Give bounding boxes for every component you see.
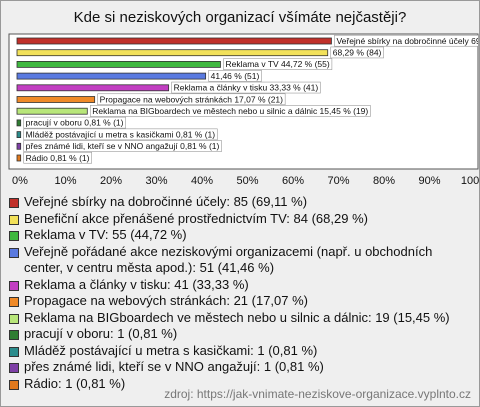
source: zdroj: https://jak-vnimate-neziskove-org…	[164, 387, 471, 401]
legend-swatch	[9, 247, 19, 258]
bar	[16, 37, 332, 45]
legend-item: Benefiční akce přenášené prostřednictvím…	[7, 211, 473, 228]
legend-item: Reklama a články v tisku: 41 (33,33 %)	[7, 277, 473, 294]
data-label: Mláděž postávající u metra s kasičkami 0…	[26, 129, 216, 139]
legend-swatch	[9, 297, 19, 307]
x-tick-label: 70%	[327, 175, 349, 187]
legend-label: Reklama na BIGboardech ve městech nebo u…	[24, 309, 450, 325]
legend-swatch	[9, 379, 19, 390]
bar	[16, 84, 170, 92]
data-label: Rádio 0,81 % (1)	[26, 153, 90, 163]
legend-item: Mláděž postávající u metra s kasičkami: …	[7, 343, 473, 360]
legend-label: Reklama a články v tisku: 41 (33,33 %)	[24, 276, 249, 292]
data-label-box	[330, 46, 384, 59]
legend-swatch	[9, 198, 19, 208]
data-label-box	[23, 151, 92, 164]
legend-label: Veřejně pořádané akce neziskovými organi…	[24, 243, 433, 276]
data-label: Reklama na BIGboardech ve městech nebo u…	[92, 106, 368, 116]
x-tick-label: 10%	[54, 175, 76, 187]
legend: Veřejné sbírky na dobročinné účely: 85 (…	[7, 194, 473, 392]
data-label-box	[223, 58, 333, 70]
x-tick-label: 50%	[236, 175, 258, 187]
legend-item: Veřejně pořádané akce neziskovými organi…	[7, 244, 473, 277]
data-label-box	[23, 128, 218, 141]
data-label-box	[97, 93, 286, 106]
legend-label: Mláděž postávající u metra s kasičkami: …	[24, 342, 318, 358]
legend-swatch	[9, 214, 19, 225]
legend-label: pracují v oboru: 1 (0,81 %)	[24, 326, 178, 341]
legend-label: Rádio: 1 (0,81 %)	[24, 375, 126, 391]
data-label: Veřejné sbírky na dobročinné účely 69,11…	[336, 36, 479, 46]
x-tick-label: 90%	[418, 175, 440, 187]
legend-item: Propagace na webových stránkách: 21 (17,…	[7, 293, 473, 310]
legend-swatch	[9, 280, 19, 291]
legend-item: Rádio: 1 (0,81 %)	[7, 376, 473, 393]
bar	[16, 131, 22, 139]
legend-label: přes známé lidi, kteří se v NNO angažují…	[24, 359, 324, 374]
data-label: Reklama a články v tisku 33,33 % (41)	[174, 83, 319, 93]
data-label-box	[171, 81, 321, 94]
bar	[16, 107, 88, 115]
bar	[16, 49, 329, 57]
legend-item: pracují v oboru: 1 (0,81 %)	[7, 326, 473, 343]
legend-label: Reklama v TV: 55 (44,72 %)	[24, 227, 187, 242]
bar	[16, 119, 22, 127]
data-label: pracují v oboru 0,81 % (1)	[26, 118, 124, 128]
data-label: 68,29 % (84)	[333, 47, 382, 57]
legend-label: Benefiční akce přenášené prostřednictvím…	[24, 210, 368, 226]
x-tick-label: 60%	[282, 175, 304, 187]
data-label-box	[89, 105, 371, 117]
chart-title: Kde si neziskových organizací všímáte ne…	[74, 9, 407, 26]
legend-swatch	[9, 231, 19, 241]
legend-item: přes známé lidi, kteří se v NNO angažují…	[7, 359, 473, 376]
legend-label: Propagace na webových stránkách: 21 (17,…	[24, 293, 309, 308]
x-tick-label: 40%	[191, 175, 213, 187]
x-tick-label: 30%	[145, 175, 167, 187]
bar	[16, 72, 207, 80]
data-label: přes známé lidi, kteří se v NNO angažují…	[26, 141, 220, 151]
legend-swatch	[9, 346, 19, 357]
x-tick-label: 20%	[100, 175, 122, 187]
legend-label: Veřejné sbírky na dobročinné účely: 85 (…	[24, 194, 308, 209]
bar	[16, 96, 96, 103]
legend-swatch	[9, 363, 19, 373]
legend-item: Reklama na BIGboardech ve městech nebo u…	[7, 310, 473, 327]
data-label-box	[23, 116, 126, 129]
bar	[16, 61, 221, 68]
bar	[16, 142, 22, 150]
x-tick-label: 0%	[12, 175, 28, 187]
data-label-box	[334, 34, 478, 47]
x-tick-label: 80%	[373, 175, 395, 187]
data-label-box	[208, 70, 262, 82]
data-label: Reklama v TV 44,72 % (55)	[225, 59, 329, 69]
chart: Kde si neziskových organizací všímáte ne…	[8, 9, 479, 187]
legend-item: Reklama v TV: 55 (44,72 %)	[7, 227, 473, 244]
bars: Veřejné sbírky na dobročinné účely 69,11…	[16, 34, 479, 164]
data-label-box	[23, 140, 222, 152]
legend-item: Veřejné sbírky na dobročinné účely: 85 (…	[7, 194, 473, 211]
legend-swatch	[9, 313, 19, 324]
x-tick-label: 100%	[461, 175, 479, 187]
data-label: Propagace na webových stránkách 17,07 % …	[100, 94, 284, 104]
bar	[16, 154, 22, 162]
legend-swatch	[9, 330, 19, 340]
data-label: 41,46 % (51)	[211, 71, 260, 81]
